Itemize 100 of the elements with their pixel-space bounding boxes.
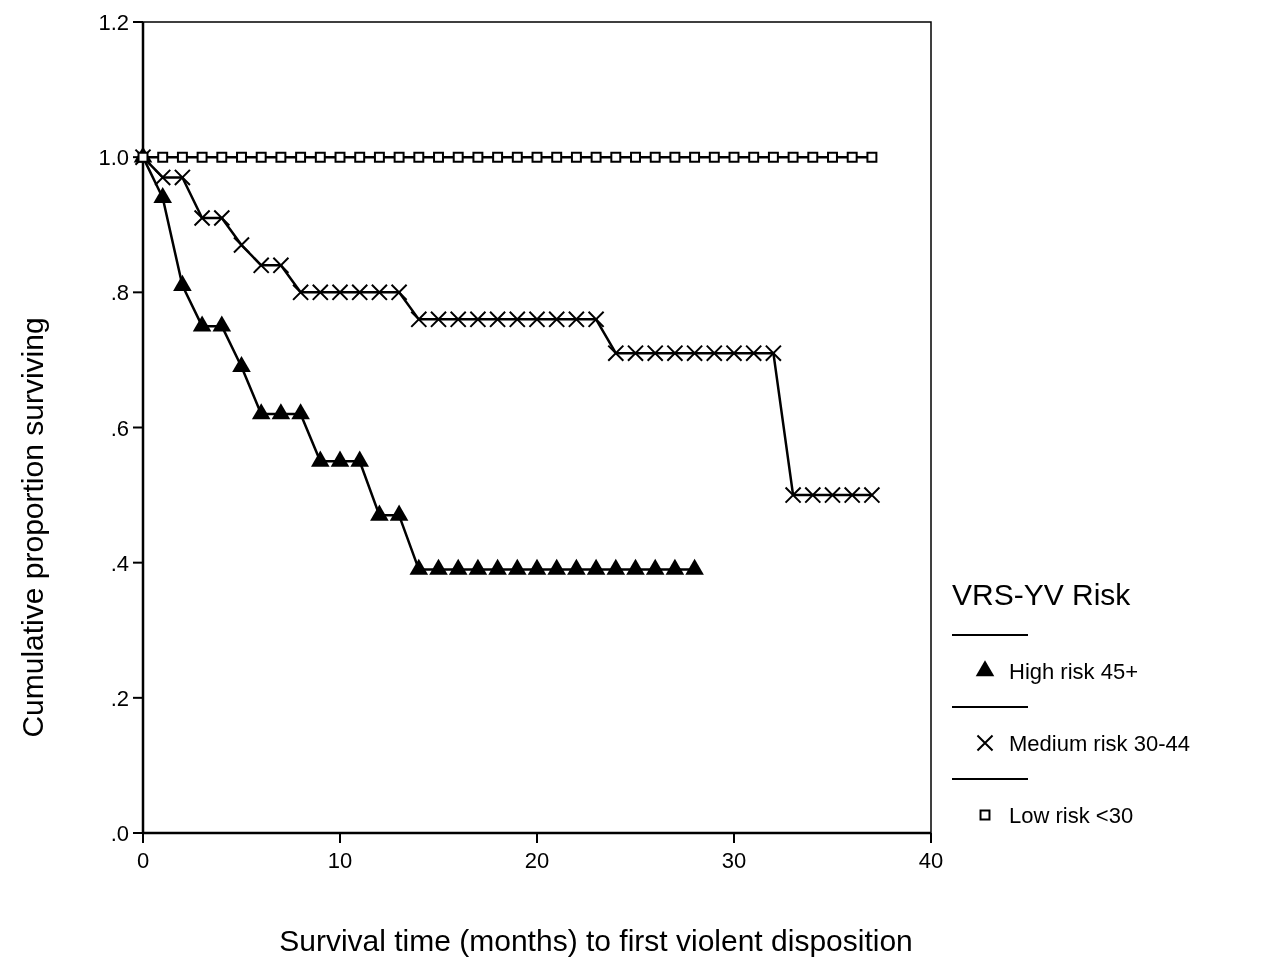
point <box>334 151 346 163</box>
point <box>390 283 408 301</box>
point <box>472 151 484 163</box>
point <box>468 558 488 575</box>
y-tick-label: 1.2 <box>98 10 129 35</box>
point <box>275 151 287 163</box>
point <box>310 450 330 467</box>
point <box>728 151 740 163</box>
point <box>610 151 622 163</box>
point <box>433 151 444 163</box>
point <box>745 344 763 362</box>
point <box>370 283 388 301</box>
point <box>551 151 563 163</box>
x-tick-label: 20 <box>524 848 550 873</box>
point <box>764 344 782 362</box>
point <box>527 558 547 575</box>
point <box>807 151 819 163</box>
point <box>354 151 366 163</box>
point <box>173 168 191 186</box>
point <box>827 151 838 163</box>
point <box>271 403 291 420</box>
x-tick-label: 30 <box>721 848 747 873</box>
point <box>193 209 211 227</box>
y-tick-label: .6 <box>110 415 129 441</box>
point <box>448 558 468 575</box>
point <box>255 151 267 163</box>
point <box>350 450 370 467</box>
point <box>507 558 527 575</box>
point <box>449 310 467 328</box>
point <box>548 310 566 328</box>
point <box>251 403 271 420</box>
point <box>689 151 701 163</box>
point <box>708 151 720 163</box>
y-tick-label: .2 <box>110 685 129 711</box>
point <box>531 151 543 163</box>
point <box>866 151 878 163</box>
legend-label: Medium risk 30-44 <box>1009 731 1190 756</box>
point <box>567 310 585 328</box>
point <box>528 310 546 328</box>
point <box>216 151 228 163</box>
point <box>686 344 704 362</box>
point <box>685 558 704 575</box>
point <box>429 310 448 328</box>
x-tick-label: 10 <box>327 848 353 873</box>
point <box>606 558 626 575</box>
y-tick-label: .0 <box>110 821 129 846</box>
point <box>452 151 464 163</box>
point <box>351 283 369 301</box>
point <box>645 558 665 575</box>
legend-label: High risk 45+ <box>1009 659 1139 684</box>
point <box>213 209 231 227</box>
point <box>212 315 232 332</box>
point <box>567 558 586 575</box>
point <box>725 344 743 362</box>
point <box>331 283 349 301</box>
point <box>630 151 641 163</box>
point <box>665 558 685 575</box>
y-tick-label: .4 <box>110 550 129 576</box>
point <box>570 151 582 163</box>
y-axis-title: Cumulative proportion surviving <box>16 317 49 738</box>
x-tick-label: 0 <box>136 848 150 873</box>
x-axis-title: Survival time (months) to first violent disposition <box>279 924 913 957</box>
point <box>410 310 428 328</box>
point <box>767 151 779 163</box>
point <box>236 151 247 163</box>
point <box>272 256 290 274</box>
point <box>314 151 326 163</box>
point <box>196 151 208 163</box>
point <box>393 151 405 163</box>
point <box>176 151 188 163</box>
point <box>413 151 425 163</box>
point <box>666 344 684 362</box>
point <box>586 558 606 575</box>
point <box>547 558 567 575</box>
point <box>511 151 523 163</box>
point <box>291 403 310 420</box>
point <box>232 236 251 254</box>
point <box>295 151 307 163</box>
point <box>409 558 429 575</box>
legend-label: Low risk <30 <box>1009 803 1134 828</box>
point <box>787 151 799 163</box>
point <box>389 504 409 521</box>
point <box>626 344 645 362</box>
point <box>508 310 526 328</box>
point <box>429 558 448 575</box>
point <box>373 151 385 163</box>
point <box>846 151 858 163</box>
point <box>587 310 605 328</box>
y-tick-label: .8 <box>110 280 129 306</box>
point <box>489 310 507 328</box>
point <box>626 558 645 575</box>
legend-title: VRS-YV Risk <box>952 578 1132 611</box>
point <box>370 504 389 521</box>
y-tick-label: 1.0 <box>98 145 129 171</box>
point <box>330 450 350 467</box>
point <box>311 283 329 301</box>
point <box>590 151 602 163</box>
point <box>192 315 212 332</box>
point <box>649 151 661 163</box>
point <box>607 344 625 362</box>
